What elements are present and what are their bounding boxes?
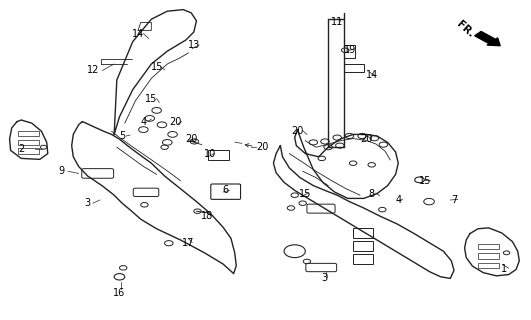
Text: 4: 4 — [395, 195, 401, 205]
Bar — [344, 64, 364, 72]
Bar — [208, 150, 229, 160]
Bar — [478, 244, 499, 249]
Text: 20: 20 — [360, 134, 373, 144]
Text: 12: 12 — [87, 65, 99, 76]
Text: 5: 5 — [119, 131, 125, 141]
Bar — [353, 241, 373, 251]
FancyArrow shape — [475, 31, 500, 46]
Text: 9: 9 — [58, 166, 64, 176]
Text: 11: 11 — [331, 17, 344, 28]
Text: 1: 1 — [501, 264, 508, 274]
Bar — [18, 140, 39, 145]
Text: 15: 15 — [299, 188, 312, 199]
Bar — [353, 228, 373, 238]
Text: 14: 14 — [132, 28, 144, 39]
Text: 15: 15 — [145, 94, 158, 104]
Text: 8: 8 — [369, 188, 375, 199]
Text: 17: 17 — [182, 238, 195, 248]
Text: 13: 13 — [187, 40, 200, 50]
Text: 10: 10 — [203, 148, 216, 159]
Text: 20: 20 — [291, 126, 304, 136]
Text: 2: 2 — [18, 144, 24, 154]
Text: 20: 20 — [185, 134, 198, 144]
Bar — [353, 254, 373, 264]
Text: 18: 18 — [201, 211, 213, 221]
Text: 15: 15 — [418, 176, 431, 186]
Text: 19: 19 — [344, 44, 357, 55]
Text: 20: 20 — [256, 142, 269, 152]
Text: 15: 15 — [150, 62, 163, 72]
Text: 7: 7 — [451, 195, 457, 205]
Text: FR.: FR. — [455, 19, 476, 40]
Bar — [18, 131, 39, 136]
Text: 4: 4 — [140, 116, 147, 127]
Text: 16: 16 — [113, 288, 126, 298]
Text: 20: 20 — [169, 116, 182, 127]
Bar — [478, 263, 499, 268]
Text: 6: 6 — [222, 185, 229, 196]
Text: 3: 3 — [84, 198, 91, 208]
Text: 3: 3 — [321, 273, 327, 284]
Bar — [18, 148, 39, 154]
Text: 14: 14 — [365, 70, 378, 80]
Bar — [478, 253, 499, 259]
